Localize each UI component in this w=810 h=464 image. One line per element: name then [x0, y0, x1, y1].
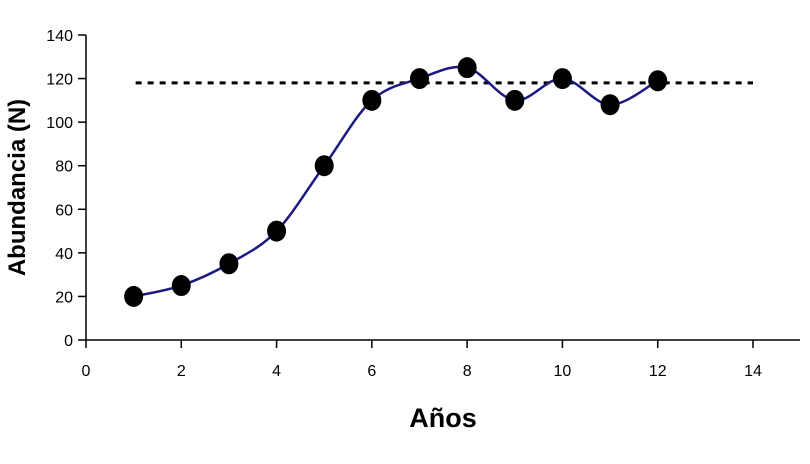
x-tick-label: 14 [744, 363, 762, 380]
x-ticks: 0 2 4 6 8 10 12 14 [82, 340, 762, 380]
data-point [505, 89, 525, 111]
data-point [457, 57, 477, 79]
data-point [267, 220, 287, 242]
axes [85, 35, 800, 341]
data-point [648, 70, 668, 92]
data-point [362, 89, 382, 111]
data-point [600, 94, 620, 116]
x-tick-label: 6 [367, 363, 376, 380]
y-tick-label: 140 [46, 28, 73, 45]
data-point [219, 253, 239, 275]
x-tick-label: 2 [177, 363, 186, 380]
x-tick-label: 12 [649, 363, 667, 380]
x-tick-label: 0 [82, 363, 91, 380]
y-tick-label: 60 [55, 202, 73, 219]
series-group [124, 57, 668, 307]
y-tick-label: 20 [55, 289, 73, 306]
series-line [133, 65, 659, 298]
data-point [171, 275, 191, 297]
data-point [552, 68, 572, 90]
x-tick-label: 10 [554, 363, 572, 380]
x-tick-label: 4 [272, 363, 281, 380]
y-ticks: 0 20 40 60 80 100 120 140 [46, 28, 86, 350]
data-point [314, 155, 334, 177]
y-tick-label: 100 [46, 115, 73, 132]
y-tick-label: 120 [46, 72, 73, 89]
y-tick-label: 40 [55, 246, 73, 263]
data-point [124, 285, 144, 307]
data-point [410, 68, 429, 90]
x-axis-title: Años [409, 403, 477, 433]
x-tick-label: 8 [463, 363, 472, 380]
y-axis-title: Abundancia (N) [4, 99, 31, 276]
y-tick-label: 80 [55, 159, 73, 176]
y-tick-label: 0 [64, 333, 73, 350]
